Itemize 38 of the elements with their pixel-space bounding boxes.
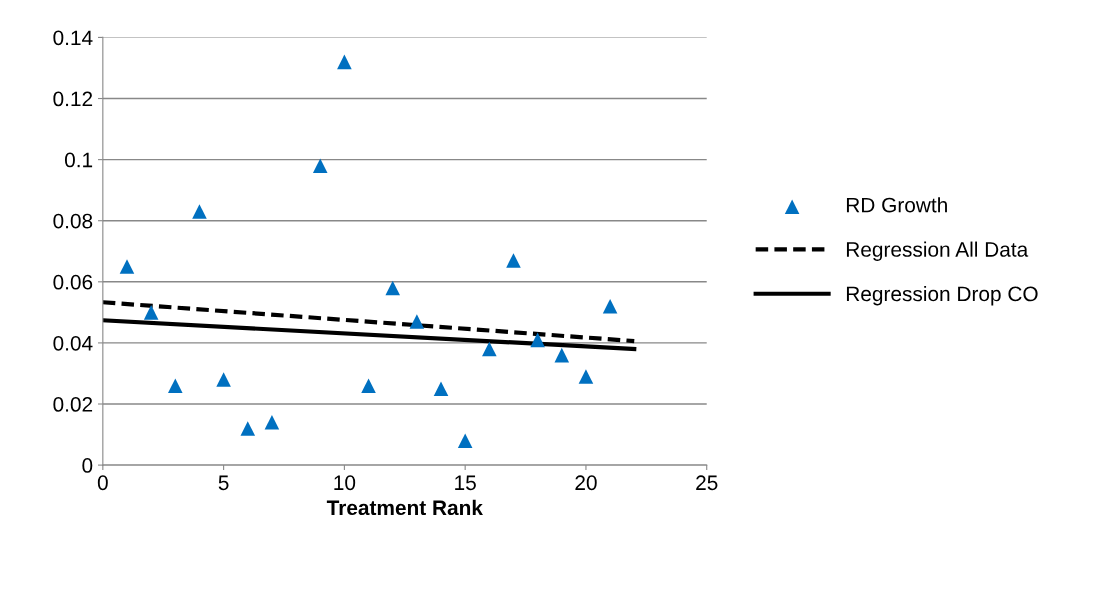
x-tick-label: 15 (455, 475, 476, 491)
point (168, 378, 183, 393)
legend-label: RD Growth (846, 197, 947, 213)
point (119, 259, 135, 274)
y-tick-label: 0.02 (53, 397, 93, 412)
point (457, 433, 473, 448)
point (361, 378, 376, 393)
x-axis-title: Treatment Rank (326, 499, 483, 516)
point (554, 347, 570, 363)
x-tick-label: 10 (334, 475, 356, 491)
point (337, 54, 352, 70)
point (264, 415, 280, 430)
legend-label: Regression All Data (846, 241, 1029, 261)
x-tick-label: 25 (696, 475, 718, 491)
point (143, 305, 159, 320)
y-tick-label: 0.14 (53, 30, 93, 46)
point (312, 158, 328, 174)
point (602, 298, 618, 314)
y-tick-label: 0.12 (53, 91, 93, 107)
point (216, 372, 231, 387)
y-tick-label: 0 (82, 458, 93, 473)
y-tick-label: 0.04 (53, 335, 93, 351)
y-tick-label: 0.08 (53, 213, 93, 229)
point (240, 421, 256, 436)
x-tick-label: 5 (218, 475, 229, 491)
x-tick-label: 0 (97, 475, 108, 491)
legend-label: Regression Drop CO (846, 285, 1038, 306)
x-tick-label: 20 (575, 475, 597, 491)
point (385, 280, 400, 296)
y-tick-label: 0.06 (53, 274, 93, 290)
point (578, 369, 594, 384)
point (482, 341, 497, 357)
point (409, 314, 425, 329)
point (506, 253, 521, 268)
point (433, 381, 449, 397)
point (192, 204, 207, 219)
y-tick-label: 0.1 (64, 152, 93, 168)
point (530, 332, 545, 348)
